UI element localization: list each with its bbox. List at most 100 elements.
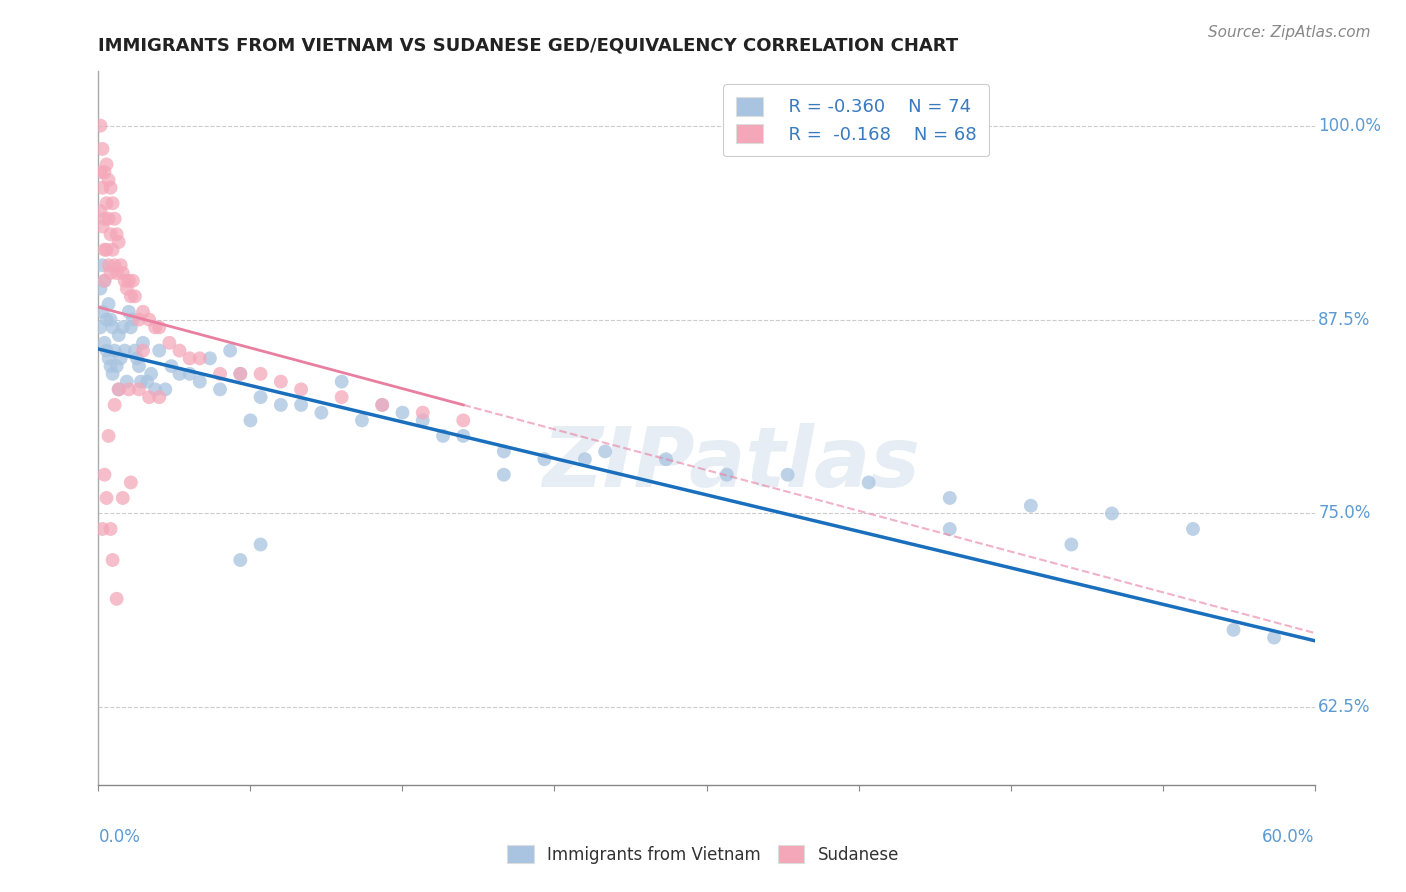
Point: [104, 398, 127, 412]
Point: [533, 452, 555, 467]
Point: [249, 367, 271, 381]
Point: [371, 398, 394, 412]
Point: [96, 491, 118, 505]
Point: [270, 398, 292, 412]
Point: [120, 289, 142, 303]
Point: [107, 328, 129, 343]
Point: [148, 390, 170, 404]
Point: [105, 227, 128, 242]
Point: [107, 235, 129, 249]
Point: [96, 243, 118, 257]
Point: [93, 274, 115, 288]
Point: [97, 351, 120, 366]
Point: [114, 343, 136, 358]
Point: [249, 390, 271, 404]
Point: [169, 367, 191, 381]
Point: [432, 429, 454, 443]
Point: [97, 258, 120, 272]
Point: [716, 467, 738, 482]
Point: [453, 413, 475, 427]
Point: [391, 406, 413, 420]
Text: 100.0%: 100.0%: [1319, 117, 1381, 135]
Point: [1060, 537, 1083, 551]
Point: [157, 335, 180, 350]
Point: [96, 312, 118, 326]
Point: [188, 375, 211, 389]
Point: [91, 305, 114, 319]
Point: [97, 173, 120, 187]
Point: [198, 351, 221, 366]
Point: [136, 375, 159, 389]
Point: [91, 258, 114, 272]
Point: [100, 180, 122, 194]
Point: [93, 211, 115, 226]
Point: [371, 398, 394, 412]
Point: [132, 343, 155, 358]
Point: [124, 343, 146, 358]
Point: [89, 320, 111, 334]
Point: [89, 204, 111, 219]
Point: [93, 467, 115, 482]
Point: [111, 266, 134, 280]
Point: [492, 444, 515, 458]
Point: [179, 367, 201, 381]
Point: [209, 367, 232, 381]
Point: [128, 312, 150, 326]
Point: [155, 383, 177, 397]
Point: [97, 429, 120, 443]
Point: [492, 467, 515, 482]
Point: [111, 491, 134, 505]
Point: [107, 383, 129, 397]
Point: [100, 359, 122, 373]
Point: [1019, 499, 1042, 513]
Point: [115, 375, 138, 389]
Legend: Immigrants from Vietnam, Sudanese: Immigrants from Vietnam, Sudanese: [501, 838, 905, 871]
Text: 62.5%: 62.5%: [1319, 698, 1371, 716]
Point: [93, 274, 115, 288]
Point: [219, 343, 242, 358]
Point: [122, 312, 145, 326]
Text: ZIPatlas: ZIPatlas: [541, 424, 920, 504]
Point: [229, 553, 252, 567]
Point: [100, 227, 122, 242]
Point: [122, 274, 145, 288]
Point: [89, 165, 111, 179]
Point: [110, 351, 132, 366]
Point: [179, 351, 201, 366]
Point: [1182, 522, 1205, 536]
Point: [330, 390, 353, 404]
Point: [350, 413, 373, 427]
Point: [139, 367, 162, 381]
Point: [91, 219, 114, 234]
Point: [93, 335, 115, 350]
Point: [93, 165, 115, 179]
Point: [91, 180, 114, 194]
Point: [311, 406, 333, 420]
Point: [858, 475, 880, 490]
Point: [249, 537, 271, 551]
Point: [91, 142, 114, 156]
Point: [270, 375, 292, 389]
Point: [1101, 507, 1123, 521]
Point: [118, 274, 141, 288]
Point: [132, 335, 155, 350]
Point: [655, 452, 678, 467]
Point: [105, 591, 128, 606]
Point: [330, 375, 353, 389]
Point: [138, 390, 160, 404]
Point: [160, 359, 183, 373]
Point: [96, 196, 118, 211]
Point: [128, 383, 150, 397]
Point: [111, 320, 134, 334]
Point: [138, 312, 160, 326]
Point: [574, 452, 596, 467]
Point: [143, 320, 166, 334]
Point: [104, 211, 127, 226]
Point: [120, 320, 142, 334]
Point: [101, 243, 124, 257]
Point: [593, 444, 616, 458]
Point: [107, 383, 129, 397]
Point: [1263, 631, 1285, 645]
Point: [104, 258, 127, 272]
Point: [290, 398, 312, 412]
